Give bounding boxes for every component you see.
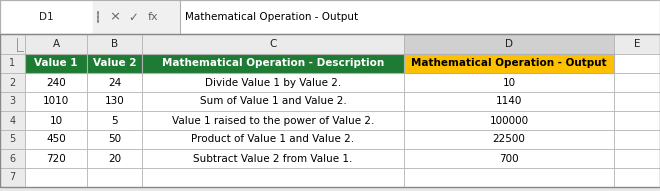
Bar <box>180 0 660 34</box>
Text: 50: 50 <box>108 134 121 145</box>
Bar <box>404 73 614 92</box>
Bar <box>142 130 404 149</box>
Text: 1140: 1140 <box>496 96 522 107</box>
Text: Mathematical Operation - Output: Mathematical Operation - Output <box>411 58 607 69</box>
Text: 3: 3 <box>9 96 16 107</box>
Bar <box>142 34 404 54</box>
Bar <box>0 0 93 34</box>
Bar <box>0 34 660 187</box>
Bar <box>404 149 614 168</box>
Text: Value 2: Value 2 <box>93 58 136 69</box>
Bar <box>0 92 25 111</box>
Bar <box>0 149 25 168</box>
Text: ✓: ✓ <box>128 11 138 23</box>
Bar <box>614 149 660 168</box>
Text: Sum of Value 1 and Value 2.: Sum of Value 1 and Value 2. <box>199 96 346 107</box>
Text: 7: 7 <box>9 172 16 182</box>
Bar <box>614 73 660 92</box>
Text: B: B <box>111 39 118 49</box>
Bar <box>87 149 142 168</box>
Bar <box>25 111 87 130</box>
Text: 24: 24 <box>108 78 121 87</box>
Bar <box>25 34 87 54</box>
Bar <box>25 149 87 168</box>
Bar <box>25 73 87 92</box>
Bar <box>87 130 142 149</box>
Bar <box>404 92 614 111</box>
Bar <box>142 149 404 168</box>
Bar <box>614 92 660 111</box>
Bar <box>87 92 142 111</box>
Bar <box>87 111 142 130</box>
Bar <box>25 54 87 73</box>
Text: 450: 450 <box>46 134 66 145</box>
Bar <box>142 111 404 130</box>
Bar <box>142 54 404 73</box>
Bar <box>25 168 87 187</box>
Bar <box>614 34 660 54</box>
Text: C: C <box>269 39 277 49</box>
Text: 1: 1 <box>9 58 16 69</box>
Text: 2: 2 <box>9 78 16 87</box>
Bar <box>87 168 142 187</box>
Bar <box>93 0 103 34</box>
Text: 10: 10 <box>50 116 63 125</box>
Bar <box>0 34 25 54</box>
Text: 130: 130 <box>105 96 124 107</box>
Text: 4: 4 <box>9 116 16 125</box>
Bar <box>105 0 180 34</box>
Bar <box>404 130 614 149</box>
Text: Subtract Value 2 from Value 1.: Subtract Value 2 from Value 1. <box>193 154 352 163</box>
Text: D1: D1 <box>39 12 54 22</box>
Text: 22500: 22500 <box>492 134 525 145</box>
Bar <box>404 168 614 187</box>
Text: 20: 20 <box>108 154 121 163</box>
Bar <box>0 54 25 73</box>
Text: 1010: 1010 <box>43 96 69 107</box>
Bar <box>614 168 660 187</box>
Text: 5: 5 <box>111 116 118 125</box>
Bar <box>0 0 660 34</box>
Text: ×: × <box>110 11 121 23</box>
Text: fx: fx <box>148 12 158 22</box>
Text: Mathematical Operation - Description: Mathematical Operation - Description <box>162 58 384 69</box>
Bar <box>0 111 25 130</box>
Bar <box>0 168 25 187</box>
Bar <box>142 168 404 187</box>
Bar <box>614 130 660 149</box>
Bar <box>178 0 180 34</box>
Text: Mathematical Operation - Output: Mathematical Operation - Output <box>185 12 358 22</box>
Text: 6: 6 <box>9 154 16 163</box>
Text: 700: 700 <box>499 154 519 163</box>
Bar <box>404 111 614 130</box>
Bar <box>614 111 660 130</box>
Text: Value 1 raised to the power of Value 2.: Value 1 raised to the power of Value 2. <box>172 116 374 125</box>
Bar <box>87 73 142 92</box>
Text: 5: 5 <box>9 134 16 145</box>
Text: E: E <box>634 39 640 49</box>
Text: 720: 720 <box>46 154 66 163</box>
Bar <box>0 0 660 34</box>
Bar <box>0 130 25 149</box>
Bar <box>87 54 142 73</box>
Text: A: A <box>52 39 59 49</box>
Text: 10: 10 <box>502 78 515 87</box>
Bar <box>142 92 404 111</box>
Bar <box>404 54 614 73</box>
Bar <box>142 73 404 92</box>
Bar <box>0 73 25 92</box>
Bar <box>25 92 87 111</box>
Bar <box>404 34 614 54</box>
Bar <box>614 54 660 73</box>
Bar <box>25 130 87 149</box>
Text: D: D <box>505 39 513 49</box>
Text: Product of Value 1 and Value 2.: Product of Value 1 and Value 2. <box>191 134 354 145</box>
Bar <box>87 34 142 54</box>
Text: Value 1: Value 1 <box>34 58 78 69</box>
Text: Divide Value 1 by Value 2.: Divide Value 1 by Value 2. <box>205 78 341 87</box>
Text: 100000: 100000 <box>490 116 529 125</box>
Text: 240: 240 <box>46 78 66 87</box>
